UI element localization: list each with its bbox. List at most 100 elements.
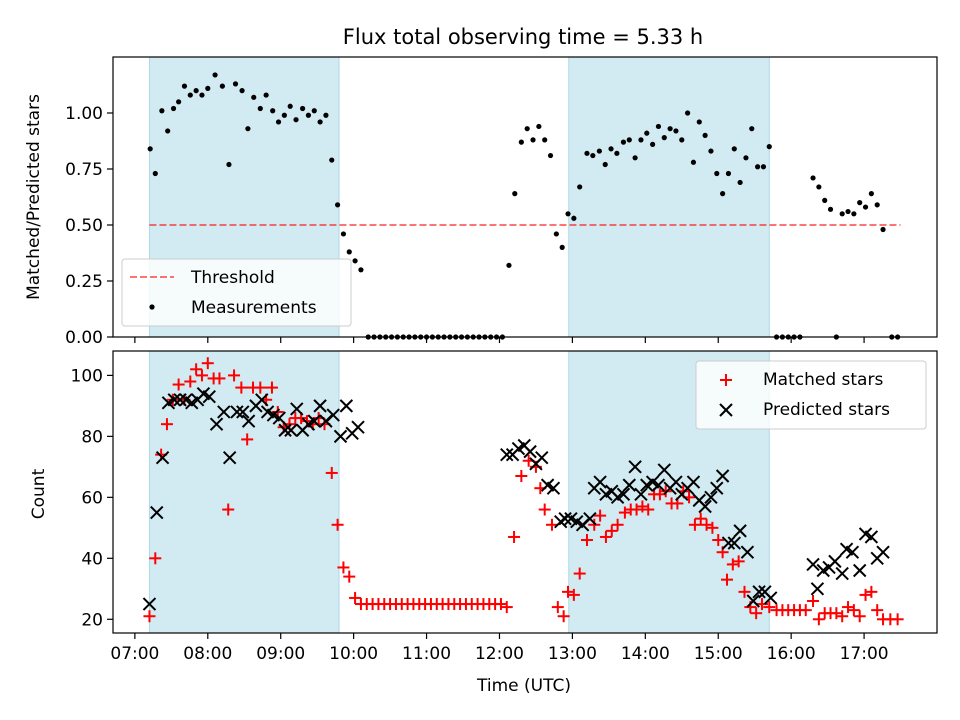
y-tick-label: 0.75	[65, 160, 103, 180]
measurement-point	[816, 184, 822, 190]
x-tick-label: 07:00	[110, 644, 159, 664]
matched-point	[573, 567, 586, 580]
measurement-point	[644, 130, 650, 136]
measurement-point	[181, 83, 188, 89]
measurement-point	[506, 262, 512, 268]
predicted-point	[864, 530, 879, 544]
measurement-point	[655, 123, 662, 130]
matched-point	[871, 604, 884, 617]
measurement-point	[696, 119, 702, 125]
measurement-point	[334, 202, 341, 208]
observing-window-2	[568, 56, 770, 338]
matched-point	[847, 604, 860, 617]
matched-point	[265, 381, 278, 394]
measurement-point	[232, 81, 239, 87]
measurement-point	[839, 211, 845, 217]
measurement-point	[760, 164, 767, 170]
measurement-point	[187, 92, 193, 98]
count-y-axis-label: Count	[29, 468, 49, 519]
predicted-point	[593, 475, 607, 489]
matched-point	[605, 524, 618, 537]
predicted-point	[546, 481, 561, 495]
predicted-point	[272, 411, 286, 425]
x-tick-label: 11:00	[402, 644, 451, 664]
measurement-point	[685, 110, 691, 116]
ratio-legend-box	[121, 258, 352, 327]
matched-point	[799, 604, 812, 617]
measurement-point	[737, 179, 743, 186]
measurement-point	[358, 267, 364, 273]
predicted-point	[616, 487, 631, 501]
matched-point	[706, 521, 719, 534]
predicted-point	[284, 423, 298, 437]
measurement-point	[270, 108, 276, 114]
matched-point	[865, 585, 878, 598]
predicted-point	[558, 511, 572, 526]
ratio-panel-frame	[112, 56, 938, 338]
measurement-point	[690, 159, 697, 165]
ratio-panel: 0.00 0.25 0.50 0.75 1.00 Matched/Predicted s…	[24, 56, 938, 348]
predicted-point	[500, 447, 514, 462]
y-tick-label: 60	[81, 488, 103, 508]
measurement-point	[810, 175, 816, 181]
predicted-point	[876, 545, 890, 559]
measurement-point	[287, 103, 293, 109]
matched-legend-label: Matched stars	[763, 370, 883, 390]
predicted-point	[155, 450, 170, 465]
matched-point	[807, 594, 820, 607]
predicted-point	[622, 478, 636, 492]
measurement-point	[512, 191, 518, 197]
measurement-point	[822, 197, 828, 203]
measurement-point	[755, 164, 761, 170]
measurement-point	[596, 148, 602, 154]
x-tick-label: 17:00	[840, 644, 889, 664]
measurement-point	[159, 108, 165, 114]
matched-point	[515, 469, 528, 482]
measurement-point	[602, 161, 608, 168]
matched-point	[228, 369, 241, 382]
predicted-point	[828, 554, 842, 569]
matched-point	[343, 570, 356, 583]
measurement-point	[565, 211, 571, 217]
predicted-point	[651, 478, 666, 492]
measurement-point	[667, 126, 673, 132]
predicted-point	[764, 591, 778, 605]
predicted-point	[313, 399, 327, 413]
predicted-point	[733, 524, 747, 538]
matched-point	[184, 375, 197, 388]
measurement-point	[749, 126, 755, 132]
measurement-point	[257, 105, 263, 112]
count-panel-frame	[112, 350, 938, 634]
predicted-point	[173, 393, 187, 407]
matched-point	[508, 530, 521, 543]
measurement-point	[212, 72, 218, 78]
predicted-point	[241, 414, 256, 428]
measurement-point	[851, 211, 857, 217]
measurement-point	[176, 99, 182, 105]
measurement-point	[620, 139, 627, 145]
measurement-point	[626, 137, 632, 143]
matched-point	[594, 509, 607, 522]
measurement-point	[293, 117, 299, 123]
y-tick-label: 80	[81, 427, 103, 447]
matched-point	[720, 573, 733, 586]
matched-point	[842, 601, 855, 614]
measurements-legend-swatch	[149, 304, 155, 310]
predicted-point	[669, 475, 683, 489]
y-tick-label: 0.25	[65, 272, 103, 292]
measurement-point	[340, 231, 347, 237]
matched-point	[235, 381, 248, 394]
measurement-point	[584, 150, 590, 156]
y-tick-label: 100	[71, 366, 103, 386]
measurement-point	[559, 244, 565, 250]
count-legend: Matched stars Predicted stars	[695, 360, 927, 430]
measurement-point	[553, 231, 559, 237]
x-axis-label: Time (UTC)	[476, 676, 571, 696]
predicted-point	[307, 414, 321, 428]
measurement-point	[311, 108, 317, 114]
predicted-point	[657, 463, 671, 477]
measurements-legend-label: Measurements	[191, 298, 317, 318]
x-tick-label: 10:00	[329, 644, 378, 664]
predicted-point	[583, 511, 597, 526]
